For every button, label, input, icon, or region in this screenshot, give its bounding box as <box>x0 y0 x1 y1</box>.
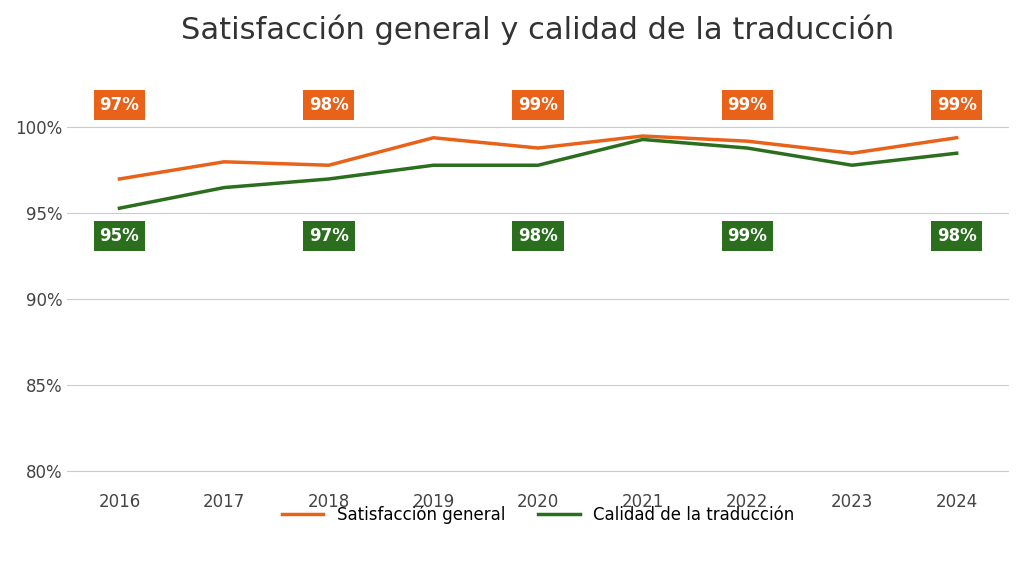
Text: 99%: 99% <box>727 96 767 114</box>
Text: 97%: 97% <box>99 96 139 114</box>
Text: 97%: 97% <box>309 227 349 245</box>
Text: 95%: 95% <box>99 227 139 245</box>
Text: 98%: 98% <box>518 227 558 245</box>
Text: 99%: 99% <box>727 227 767 245</box>
Text: 98%: 98% <box>309 96 348 114</box>
Title: Satisfacción general y calidad de la traducción: Satisfacción general y calidad de la tra… <box>181 15 895 46</box>
Text: 99%: 99% <box>937 96 977 114</box>
Text: 98%: 98% <box>937 227 977 245</box>
Text: 99%: 99% <box>518 96 558 114</box>
Legend: Satisfacción general, Calidad de la traducción: Satisfacción general, Calidad de la trad… <box>274 499 801 530</box>
